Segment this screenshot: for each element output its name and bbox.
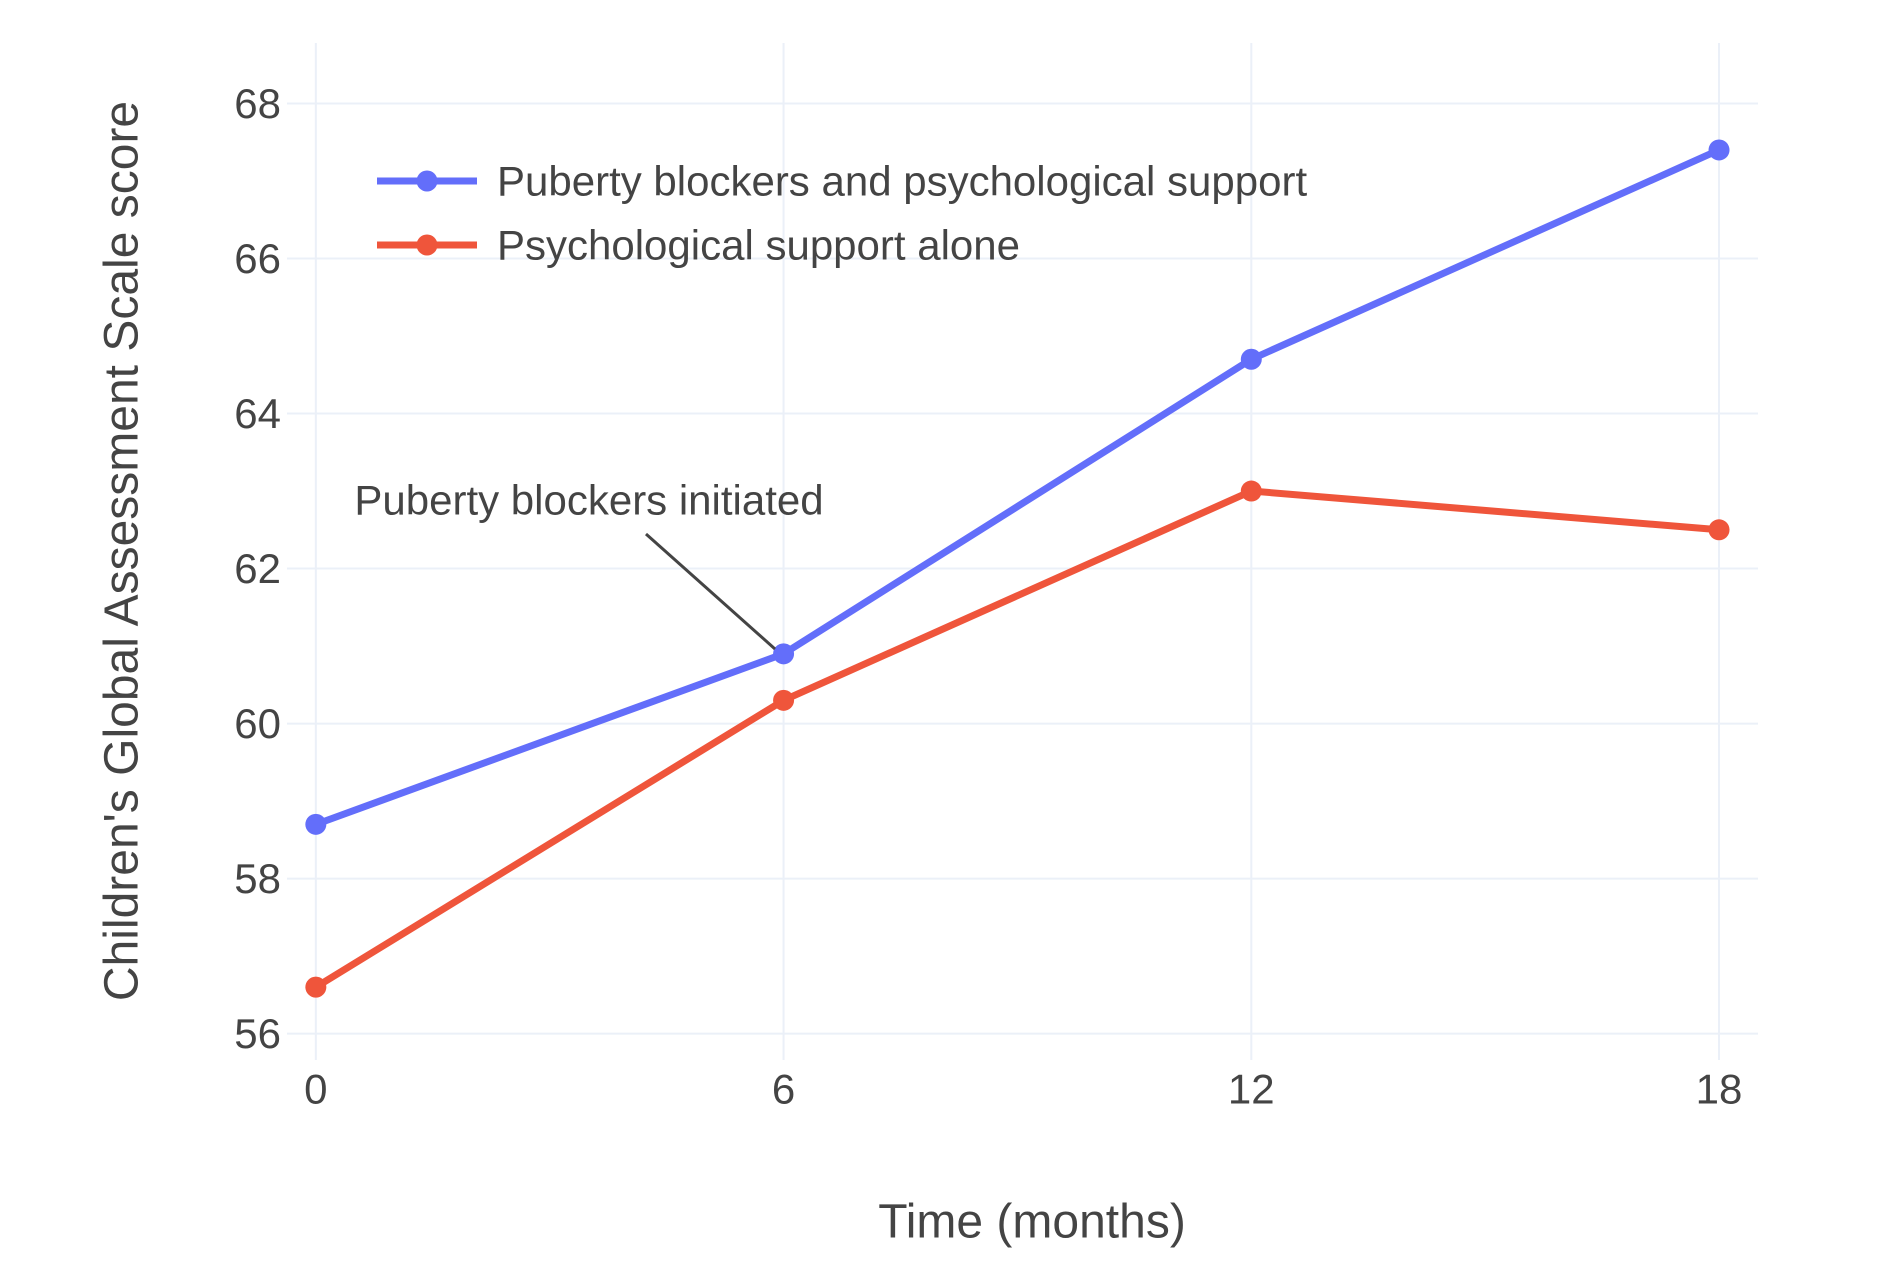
y-tick-label-60: 60: [234, 700, 281, 747]
y-tick-label-66: 66: [234, 235, 281, 282]
data-point-series0-month12[interactable]: [1240, 348, 1262, 370]
x-axis-title: Time (months): [878, 1196, 1186, 1249]
series-line-1: [312, 487, 1723, 991]
legend-marker-blue: [416, 170, 438, 192]
data-point-series1-month0[interactable]: [305, 976, 327, 998]
legend-item-blue[interactable]: Puberty blockers and psychological suppo…: [377, 158, 1307, 205]
tick-labels: 0 6 12 18 56 58 60 62 64 66 68: [234, 80, 1742, 1113]
annotation-text: Puberty blockers initiated: [354, 477, 823, 524]
x-tick-label-6: 6: [772, 1066, 795, 1113]
x-tick-label-18: 18: [1696, 1066, 1743, 1113]
y-tick-label-56: 56: [234, 1010, 281, 1057]
data-point-series0-month0[interactable]: [305, 813, 327, 835]
annotation: Puberty blockers initiated: [354, 477, 824, 651]
gridlines: [287, 43, 1758, 1060]
data-point-series0-month18[interactable]: [1708, 139, 1730, 161]
series-line-0: [312, 146, 1723, 828]
x-tick-label-12: 12: [1228, 1066, 1275, 1113]
y-tick-label-62: 62: [234, 545, 281, 592]
data-point-series1-month18[interactable]: [1708, 519, 1730, 541]
legend-label-blue: Puberty blockers and psychological suppo…: [497, 158, 1307, 205]
legend-label-red: Psychological support alone: [497, 222, 1020, 269]
legend-marker-red: [416, 234, 438, 256]
data-point-series0-month6[interactable]: [773, 643, 795, 665]
legend-item-red[interactable]: Psychological support alone: [377, 222, 1020, 269]
x-tick-label-0: 0: [304, 1066, 327, 1113]
data-point-series1-month6[interactable]: [773, 689, 795, 711]
data-point-series1-month12[interactable]: [1240, 480, 1262, 502]
legend: Puberty blockers and psychological suppo…: [377, 158, 1307, 269]
y-axis-title: Children's Global Assessment Scale score: [96, 101, 149, 1001]
y-tick-label-64: 64: [234, 390, 281, 437]
annotation-leader-line: [645, 532, 776, 651]
y-tick-label-58: 58: [234, 855, 281, 902]
series-group: [305, 139, 1730, 998]
y-tick-label-68: 68: [234, 80, 281, 127]
